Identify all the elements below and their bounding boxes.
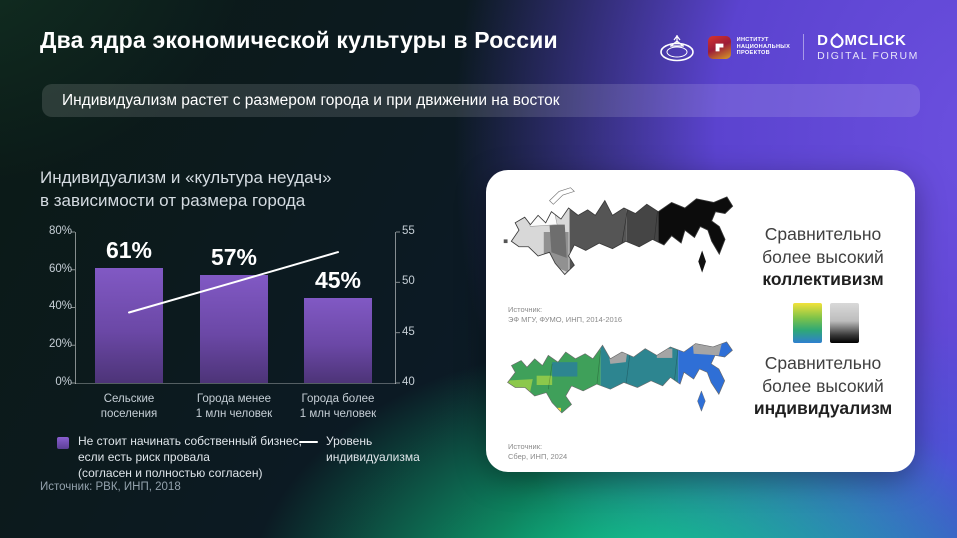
color-scale-icon: [793, 303, 822, 343]
bar-rect: [95, 267, 163, 383]
collectivism-caption: Сравнительно более высокий: [762, 224, 884, 267]
bar-city-under-1m: 57%: [200, 232, 268, 383]
legend-line-label: Уровень индивидуализма: [326, 434, 420, 464]
collectivism-map-source: Источник: ЭФ МГУ, ФУМО, ИНП, 2014-2016: [508, 305, 623, 324]
bar-value-label: 45%: [314, 267, 362, 294]
left-axis-tick: 80%: [48, 225, 72, 237]
x-label-city-under-1m: Города менее 1 млн человек: [195, 393, 273, 420]
bar-rect: [304, 298, 372, 383]
key-message-text: Индивидуализм растет с размером города и…: [62, 91, 560, 109]
left-axis-tick: 60%: [48, 263, 72, 275]
individualism-caption-bold: индивидуализм: [753, 398, 893, 418]
collectivism-caption-bold: коллективизм: [762, 269, 884, 289]
maps-card: Источник: ЭФ МГУ, ФУМО, ИНП, 2014-2016 С…: [486, 170, 915, 472]
domclick-tagline: DIGITAL FORUM: [817, 50, 919, 62]
msu-emblem-icon: [659, 35, 694, 62]
individualism-caption: Сравнительно более высокий: [762, 353, 884, 396]
chart-source: Источник: РВК, ИНП, 2018: [40, 481, 181, 493]
left-axis-tick: 20%: [48, 338, 72, 350]
right-axis-tick: 50: [402, 275, 415, 287]
logo-divider: [803, 34, 805, 60]
x-label-city-over-1m: Города более 1 млн человек: [299, 393, 377, 420]
bar-value-label: 57%: [210, 244, 258, 271]
bar-value-label: 61%: [105, 236, 153, 263]
chart-title: Индивидуализм и «культура неудач» в зави…: [40, 168, 332, 210]
bar-rect: [200, 275, 268, 383]
inp-logo-icon: [707, 35, 731, 59]
right-axis-tick: 40: [402, 376, 415, 388]
left-axis-tick: 40%: [48, 300, 72, 312]
domclick-word-start: D: [817, 32, 829, 49]
axes-and-line-layer: [71, 231, 400, 384]
slide-title: Два ядра экономической культуры в России: [40, 27, 558, 53]
chart-plot-area: 61% 57% 45%: [71, 231, 400, 384]
legend-line-swatch: [299, 441, 318, 443]
bar-city-over-1m: 45%: [304, 232, 372, 383]
legend-bar-label: Не стоит начинать собственный бизнес, ес…: [78, 434, 302, 480]
domclick-house-o-icon: [830, 33, 844, 48]
domclick-logo: D MCLICK DIGITAL FORUM: [817, 32, 919, 62]
left-axis-tick: 0%: [55, 376, 72, 388]
inp-logo-text: ИНСТИТУТ НАЦИОНАЛЬНЫХ ПРОЕКТОВ: [736, 36, 791, 57]
gray-scale-icon: [830, 303, 859, 343]
domclick-word-end: MCLICK: [844, 32, 907, 49]
inp-logo: ИНСТИТУТ НАЦИОНАЛЬНЫХ ПРОЕКТОВ: [707, 35, 791, 59]
header-logos: ИНСТИТУТ НАЦИОНАЛЬНЫХ ПРОЕКТОВ D MCLICK …: [659, 32, 919, 62]
bar-rural: 61%: [95, 232, 163, 383]
individualism-map-source: Источник: Сбер, ИНП, 2024: [508, 442, 568, 461]
legend-bar-swatch: [57, 437, 69, 449]
individualism-map: [507, 341, 733, 414]
x-label-rural: Сельские поселения: [100, 393, 158, 420]
right-axis-tick: 55: [402, 225, 415, 237]
collectivism-map: [503, 187, 734, 276]
right-axis-tick: 45: [402, 326, 415, 338]
key-message-banner: Индивидуализм растет с размером города и…: [42, 84, 920, 117]
